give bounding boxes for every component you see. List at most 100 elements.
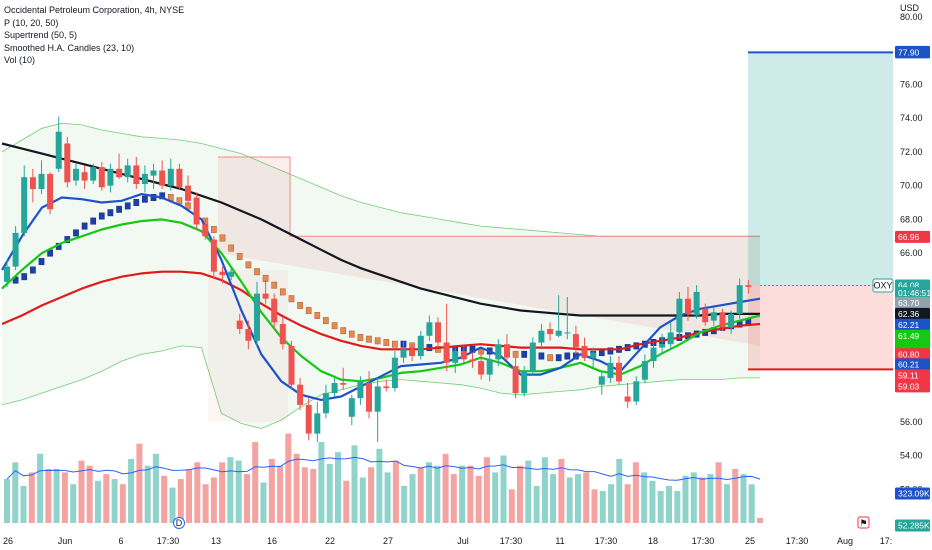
candle-body (73, 168, 79, 181)
candle-body (305, 404, 312, 434)
candle-body (555, 330, 562, 336)
volume-bar (401, 485, 408, 523)
ha-candle (228, 244, 234, 252)
volume-bar (608, 484, 615, 523)
volume-bar (384, 472, 391, 523)
candle-body (702, 308, 709, 323)
volume-bars (4, 433, 763, 523)
volume-bar (450, 474, 457, 523)
time-tick-label: Jun (58, 536, 73, 546)
volume-bar (70, 484, 77, 523)
price-tag-box (895, 318, 930, 331)
volume-bar (492, 472, 499, 523)
volume-bar (161, 475, 168, 523)
candle-body (624, 396, 631, 402)
volume-bar (235, 460, 242, 523)
volume-bar (442, 453, 449, 523)
time-axis-bg (0, 532, 932, 550)
volume-bar (78, 460, 85, 523)
candle-body (529, 342, 536, 372)
candle-body (581, 345, 588, 358)
ha-candle (107, 209, 114, 217)
candle-body (486, 359, 493, 375)
price-tag-box (895, 369, 930, 382)
volume-bar (376, 448, 383, 523)
candle-body (236, 320, 243, 329)
ha-candle (98, 212, 105, 220)
candle-body (443, 342, 450, 363)
candle-body (297, 384, 304, 405)
legend-indicator-volume[interactable]: Vol (10) (4, 55, 36, 65)
volume-bar (119, 484, 126, 523)
candle-body (228, 271, 235, 277)
candle-body (616, 362, 622, 382)
ha-candle (607, 347, 614, 355)
volume-bar (666, 485, 672, 523)
legend-indicator-ha-candles[interactable]: Smoothed H.A. Candles (23, 10) (4, 42, 135, 53)
time-tick-label: 6 (118, 536, 123, 546)
ha-candle (21, 273, 28, 281)
candle-body (90, 167, 97, 181)
price-tag-box (895, 296, 930, 309)
price-axis-bg (895, 0, 932, 550)
ha-candle (176, 197, 183, 205)
ha-candle (90, 217, 97, 225)
volume-bar (632, 462, 639, 523)
candle-body (210, 239, 217, 272)
volume-bar (599, 491, 606, 523)
volume-bar (301, 467, 308, 523)
candle-body (47, 173, 54, 210)
volume-bar (740, 474, 747, 523)
candle-body (745, 285, 752, 287)
candle-body (590, 352, 597, 358)
ha-candle (73, 229, 79, 237)
price-tag-box (895, 358, 930, 371)
candle-body (383, 386, 390, 389)
volume-bar (699, 477, 706, 523)
time-tick-label: 16 (267, 536, 277, 546)
ha-candle (323, 317, 329, 325)
ha-candle (297, 301, 303, 309)
time-tick-label: 17: (880, 536, 893, 546)
time-tick-label: 25 (745, 536, 755, 546)
volume-bar (260, 482, 267, 523)
volume-bar (690, 472, 697, 523)
candle-body (288, 345, 295, 385)
volume-bar (219, 462, 226, 523)
price-tick-label: 54.00 (900, 451, 923, 461)
price-tag-label: 63.70 (898, 298, 920, 308)
position-tool (748, 51, 893, 371)
legend-indicator-supertrend[interactable]: Supertrend (50, 5) (4, 30, 78, 40)
legend-indicator-p[interactable]: P (10, 20, 50) (4, 17, 59, 28)
ha-candle (305, 307, 312, 314)
ha-candle (340, 327, 347, 335)
ha-candle (521, 350, 528, 358)
volume-bar (723, 484, 730, 523)
volume-bar (310, 469, 317, 523)
candle-body (167, 168, 174, 186)
volume-bar (616, 458, 623, 523)
time-tick-label: 17:30 (595, 536, 618, 546)
candle-body (331, 383, 338, 394)
price-tag-label: 62.36 (898, 309, 920, 319)
ha-candle (547, 354, 553, 362)
time-axis: 26 Jun 6 17:30 13 16 22 27 Jul 17:30 11 17:30 18 17:3… (0, 516, 932, 550)
price-tick-label: 80.00 (900, 12, 923, 22)
price-tag-box (895, 380, 930, 393)
volume-bar (136, 443, 143, 523)
volume-bar (533, 485, 540, 523)
price-tick-label: 56.00 (900, 417, 923, 427)
candle-body (185, 185, 191, 201)
volume-bar (351, 445, 358, 523)
price-tag-box (895, 487, 930, 500)
price-tag-label: 66.96 (898, 232, 920, 242)
candle-body (607, 362, 614, 378)
time-tick-label: 17:30 (157, 536, 180, 546)
volume-bar (343, 480, 350, 523)
candle-body (279, 324, 286, 345)
price-tag-box (895, 46, 930, 59)
candle-body (116, 168, 123, 178)
candle-body (21, 177, 28, 233)
price-axis: USD80.0078.0076.0074.0072.0070.0068.0066… (895, 0, 932, 550)
